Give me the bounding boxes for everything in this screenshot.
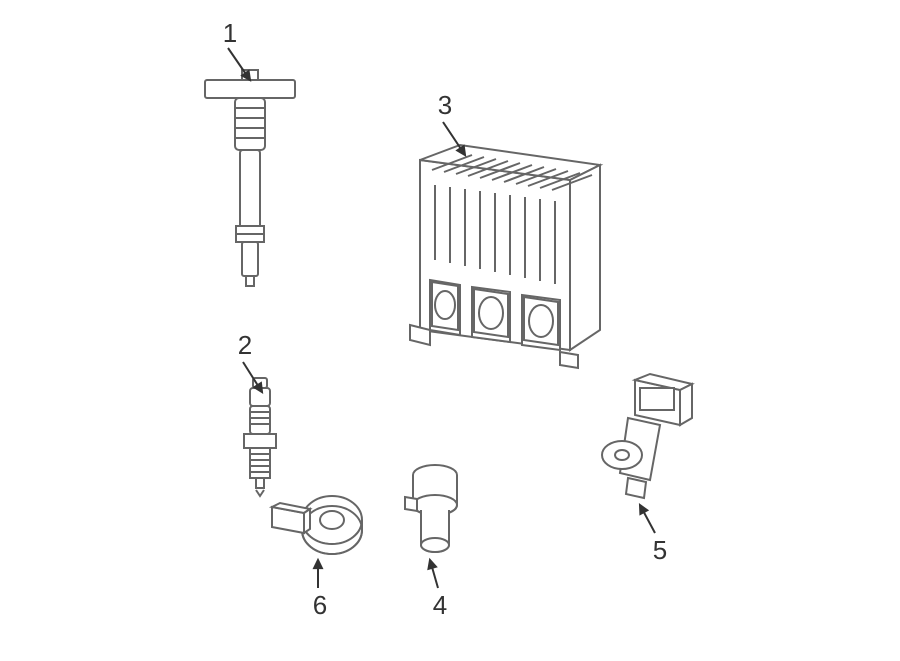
parts-diagram: 123456	[0, 0, 900, 661]
callout-arrow-6	[0, 0, 900, 661]
